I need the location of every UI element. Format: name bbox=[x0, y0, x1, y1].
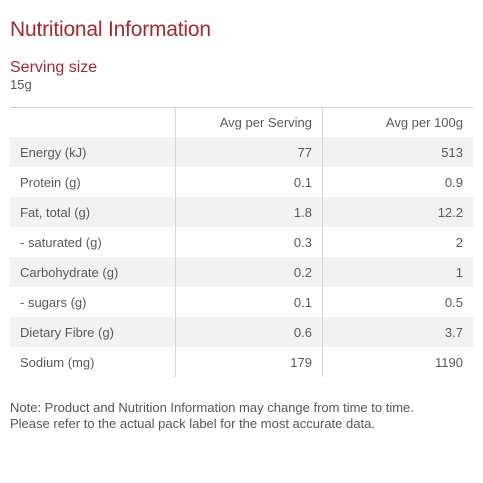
table-row: Dietary Fibre (g) 0.6 3.7 bbox=[10, 317, 473, 347]
per-100g-value: 0.9 bbox=[444, 174, 463, 190]
nutrient-name: Energy (kJ) bbox=[10, 137, 176, 167]
serving-size-label: Serving size bbox=[10, 59, 98, 76]
per-serving-value: 0.2 bbox=[175, 257, 323, 287]
nutrient-name: Carbohydrate (g) bbox=[10, 257, 176, 287]
per-100g-value: 12.2 bbox=[322, 197, 473, 227]
per-serving-value: 0.1 bbox=[175, 167, 323, 197]
per-100g-value: 513 bbox=[322, 137, 473, 167]
table-row: - sugars (g) 0.1 0.5 bbox=[10, 287, 473, 317]
per-100g-value: 3.7 bbox=[322, 317, 473, 347]
disclaimer-note: Note: Product and Nutrition Information … bbox=[10, 400, 414, 431]
per-100g-value: 2 bbox=[455, 234, 463, 250]
per-serving-value: 77 bbox=[175, 137, 323, 167]
per-100g-value: 1 bbox=[322, 257, 473, 287]
nutrient-name: Dietary Fibre (g) bbox=[10, 317, 176, 347]
per-100g-value: 1190 bbox=[435, 354, 463, 370]
per-serving-value: 0.1 bbox=[175, 287, 323, 317]
nutrition-panel: Nutritional Information Serving size 15g… bbox=[10, 0, 473, 445]
per-serving-value: 0.3 bbox=[175, 227, 323, 257]
per-serving-value: 0.6 bbox=[175, 317, 323, 347]
table-row: Fat, total (g) 1.8 12.2 bbox=[10, 197, 473, 227]
nutrient-name: - sugars (g) bbox=[20, 294, 87, 310]
per-100g-value: 0.5 bbox=[444, 294, 463, 310]
serving-size-value: 15g bbox=[10, 77, 32, 92]
table-row: Carbohydrate (g) 0.2 1 bbox=[10, 257, 473, 287]
column-header-nutrient bbox=[10, 107, 176, 137]
table-header-row: Avg per Serving Avg per 100g bbox=[10, 107, 473, 137]
page-title: Nutritional Information bbox=[10, 18, 211, 41]
column-header-per-serving: Avg per Serving bbox=[175, 107, 323, 137]
per-serving-value: 1.8 bbox=[175, 197, 323, 227]
nutrient-name: Fat, total (g) bbox=[10, 197, 176, 227]
per-serving-value: 179 bbox=[175, 347, 323, 377]
table-row: - saturated (g) 0.3 2 bbox=[10, 227, 473, 257]
table-row: Sodium (mg) 179 1190 bbox=[10, 347, 473, 377]
table-row: Energy (kJ) 77 513 bbox=[10, 137, 473, 167]
nutrition-table: Avg per Serving Avg per 100g Energy (kJ)… bbox=[10, 107, 473, 377]
table-row: Protein (g) 0.1 0.9 bbox=[10, 167, 473, 197]
nutrient-name: Protein (g) bbox=[20, 174, 81, 190]
column-header-per-100g: Avg per 100g bbox=[322, 107, 473, 137]
nutrient-name: Sodium (mg) bbox=[20, 354, 95, 370]
nutrient-name: - saturated (g) bbox=[20, 234, 102, 250]
